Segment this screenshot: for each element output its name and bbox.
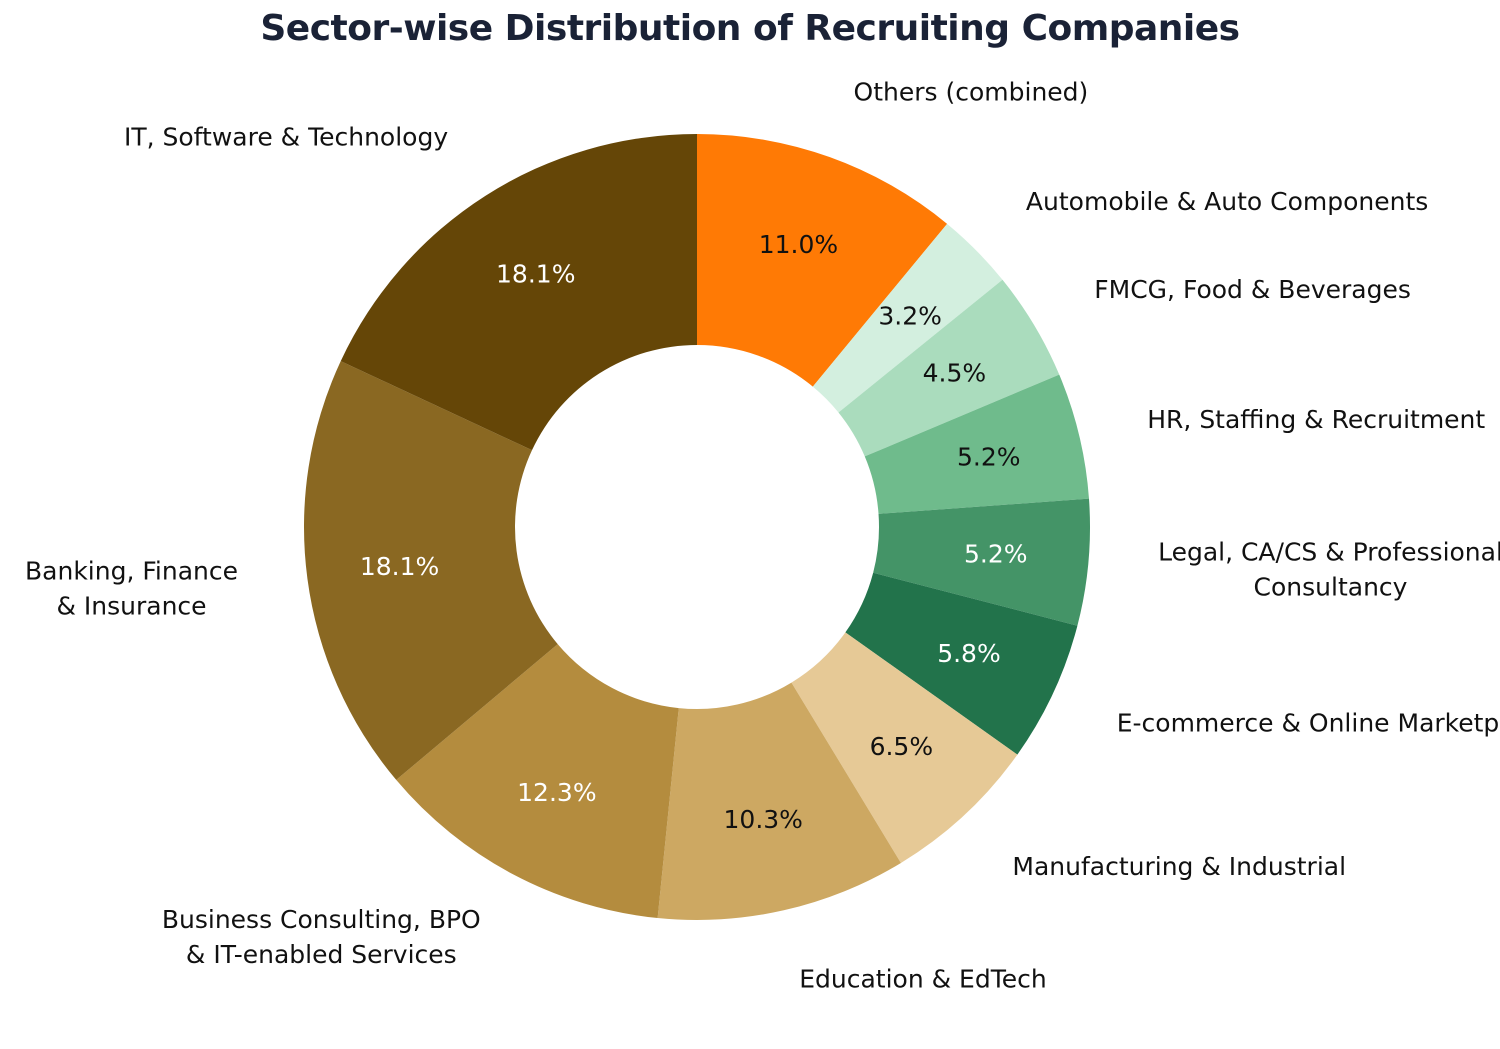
slice-automobile-and-auto-components — [812, 223, 1003, 413]
category-label-fmcg-food-and-beverages: FMCG, Food & Beverages — [1094, 275, 1411, 304]
value-label-others-combined: 11.0% — [759, 230, 838, 259]
category-label-hr-staffing-and-recruitment: HR, Staffing & Recruitment — [1147, 405, 1485, 434]
value-label-e-commerce-and-online-marketplaces: 5.8% — [937, 639, 1001, 668]
value-label-banking-finance-and-insurance: 18.1% — [360, 552, 439, 581]
slice-hr-staffing-and-recruitment — [864, 374, 1089, 514]
category-label-manufacturing-and-industrial: Manufacturing & Industrial — [1012, 851, 1346, 880]
slice-business-consulting-bpo-and-it-enabled-services — [396, 644, 679, 919]
value-label-legal-ca-cs-and-professional-consultancy: 5.2% — [964, 540, 1028, 569]
category-label-banking-finance-and-insurance: Banking, Finance & Insurance — [25, 556, 238, 620]
slice-fmcg-food-and-beverages — [838, 279, 1060, 457]
category-labels-group: Others (combined) Automobile & Auto Compo… — [25, 77, 1500, 993]
category-label-business-consulting-bpo-and-it-enabled-services: Business Consulting, BPO & IT-enabled Ser… — [162, 904, 481, 968]
chart-title: Sector-wise Distribution of Recruiting C… — [260, 8, 1240, 49]
slice-manufacturing-and-industrial — [791, 632, 1018, 863]
slice-banking-finance-and-insurance — [304, 361, 558, 780]
value-label-fmcg-food-and-beverages: 4.5% — [923, 358, 987, 387]
slice-others-combined — [697, 134, 948, 387]
slices-group — [304, 134, 1090, 920]
slice-legal-ca-cs-and-professional-consultancy — [873, 498, 1090, 626]
value-label-business-consulting-bpo-and-it-enabled-services: 12.3% — [517, 778, 596, 807]
category-label-automobile-and-auto-components: Automobile & Auto Components — [1026, 187, 1428, 216]
value-label-education-and-edtech: 10.3% — [724, 805, 803, 834]
value-label-manufacturing-and-industrial: 6.5% — [870, 732, 934, 761]
value-labels-group: 11.0% 3.2% 4.5% 5.2% 5.2% 5.8% 6.5% 10.3% 12.3% 1… — [360, 230, 1028, 834]
category-label-education-and-edtech: Education & EdTech — [799, 964, 1047, 993]
value-label-hr-staffing-and-recruitment: 5.2% — [957, 443, 1021, 472]
category-label-others-combined: Others (combined) — [854, 77, 1089, 106]
slice-it-software-and-technology — [340, 134, 697, 451]
slice-education-and-edtech — [657, 682, 901, 920]
slice-e-commerce-and-online-marketplaces — [845, 572, 1078, 755]
category-label-legal-ca-cs-and-professional-consultancy: Legal, CA/CS & Professional Consultancy — [1158, 537, 1500, 601]
value-label-it-software-and-technology: 18.1% — [496, 260, 575, 289]
category-label-e-commerce-and-online-marketplaces: E-commerce & Online Marketplaces — [1117, 708, 1500, 737]
category-label-it-software-and-technology: IT, Software & Technology — [124, 122, 448, 151]
value-label-automobile-and-auto-components: 3.2% — [878, 301, 942, 330]
